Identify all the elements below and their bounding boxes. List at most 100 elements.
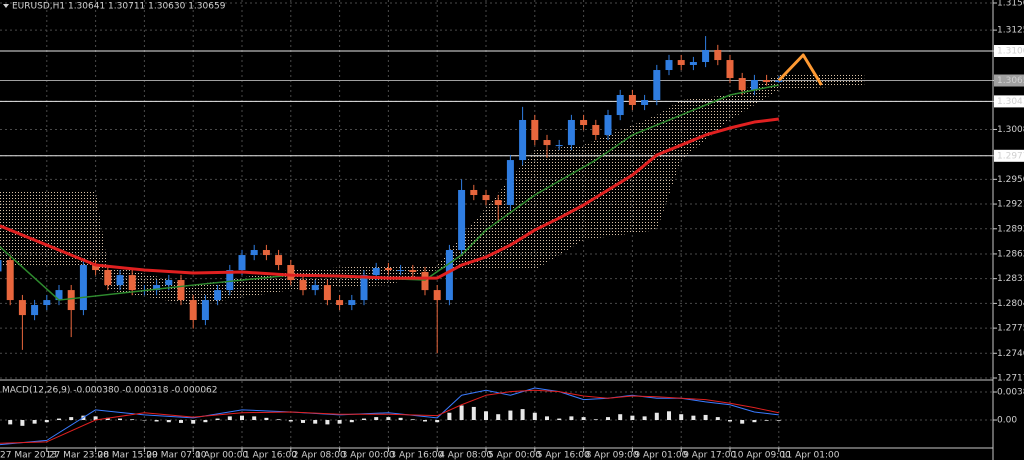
x-tick-label: 9 Apr 17:00 [683, 451, 736, 460]
histogram-bar [276, 419, 281, 421]
level-box [994, 95, 1024, 108]
candle-body [531, 119, 539, 141]
x-tick-label: 3 Apr 16:00 [390, 451, 443, 460]
histogram-bar [752, 420, 757, 423]
candle-body [0, 260, 2, 272]
histogram-bar [593, 419, 598, 421]
candle-body [665, 60, 673, 71]
x-tick-label: 27 Mar 2013 [0, 451, 57, 460]
candle-body [433, 290, 441, 301]
histogram-bar [8, 420, 13, 425]
candle-body [104, 270, 112, 286]
ichimoku-cloud [0, 75, 865, 306]
y-tick-label: 0.00385 [997, 388, 1024, 398]
candle-body [726, 60, 734, 79]
candle-body [775, 80, 783, 83]
histogram-bar [362, 418, 366, 421]
histogram-bar [57, 418, 61, 421]
histogram-bar [105, 417, 110, 421]
y-tick-label: 1.30659 [997, 76, 1024, 86]
histogram-bar [166, 420, 171, 423]
y-tick-label: 1.27460 [997, 349, 1024, 359]
histogram-bar [715, 417, 720, 421]
histogram-bar [252, 416, 257, 421]
macd-panel [0, 381, 993, 448]
x-tick-label: 11 Apr 01:00 [781, 451, 840, 460]
candle-body [79, 265, 87, 311]
y-tick-label: 1.27755 [997, 324, 1024, 334]
candle-body [165, 280, 173, 286]
candle-body [421, 272, 429, 291]
histogram-bar [740, 420, 745, 424]
y-tick-label: 1.29500 [997, 175, 1024, 185]
candle-body [238, 255, 246, 271]
candle-body [677, 60, 685, 65]
macd-title: MACD(12,26,9) -0.000380 -0.000318 -0.000… [2, 386, 218, 396]
histogram-bar [349, 420, 354, 423]
histogram-bar [423, 420, 427, 422]
histogram-bar [691, 415, 696, 421]
candle-body [397, 270, 405, 272]
candle-body [458, 189, 466, 251]
histogram-bar [703, 414, 708, 421]
candle-body [653, 70, 661, 101]
histogram-bar [654, 412, 659, 421]
candle-body [311, 285, 319, 291]
histogram-bar [764, 420, 769, 421]
histogram-bar [191, 420, 196, 424]
histogram-bar [215, 418, 220, 421]
candle-body [494, 200, 502, 205]
candle-body [116, 275, 124, 286]
y-tick-label: 1.31005 [997, 47, 1024, 57]
candle-body [336, 300, 344, 306]
histogram-bar [545, 416, 549, 421]
candle-body [738, 78, 746, 91]
histogram-bar [264, 417, 269, 421]
y-tick-label: 1.28920 [997, 224, 1024, 234]
histogram-bar [496, 414, 501, 421]
y-tick-label: 1.30085 [997, 125, 1024, 135]
x-tick-label: 27 Mar 23:00 [49, 451, 109, 460]
histogram-bar [203, 420, 208, 423]
candle-body [226, 270, 234, 291]
candle-body [592, 125, 600, 135]
candle-body [543, 140, 551, 146]
chart-title: EURUSD,H1 1.30641 1.30711 1.30630 1.3065… [12, 2, 226, 12]
x-tick-label: 1 Apr 00:00 [195, 451, 248, 460]
x-tick-label: 10 Apr 09:00 [732, 451, 791, 460]
histogram-bar [337, 420, 342, 424]
candle-body [55, 290, 63, 301]
histogram-bar [569, 416, 574, 421]
histogram-bar [557, 418, 562, 421]
candle-body [714, 49, 722, 61]
histogram-bar [179, 420, 183, 423]
x-tick-label: 8 Apr 09:00 [586, 451, 639, 460]
histogram-bar [386, 417, 391, 421]
x-tick-label: 4 Apr 08:00 [439, 451, 492, 460]
candle-body [262, 250, 270, 256]
candle-body [689, 62, 697, 65]
candle-body [506, 160, 514, 205]
histogram-bar [142, 420, 147, 421]
histogram-bar [288, 420, 293, 422]
y-tick-label: 1.30414 [997, 97, 1024, 107]
histogram-bar [630, 415, 635, 421]
symbol-menu-icon [3, 4, 9, 8]
candle-body [348, 300, 356, 306]
candle-body [567, 119, 575, 146]
histogram-bar [374, 417, 379, 421]
candle-body [189, 300, 197, 321]
histogram-bar [471, 406, 476, 421]
y-tick-label: 1.29210 [997, 200, 1024, 210]
histogram-bar [398, 417, 403, 421]
candle-body [275, 255, 283, 266]
histogram-bar [325, 420, 330, 425]
indicator-line [777, 53, 823, 86]
candle-body [628, 95, 636, 105]
candle-body [482, 195, 490, 201]
candle-body [555, 145, 563, 147]
histogram-bar [20, 420, 25, 426]
histogram-bar [520, 409, 525, 421]
